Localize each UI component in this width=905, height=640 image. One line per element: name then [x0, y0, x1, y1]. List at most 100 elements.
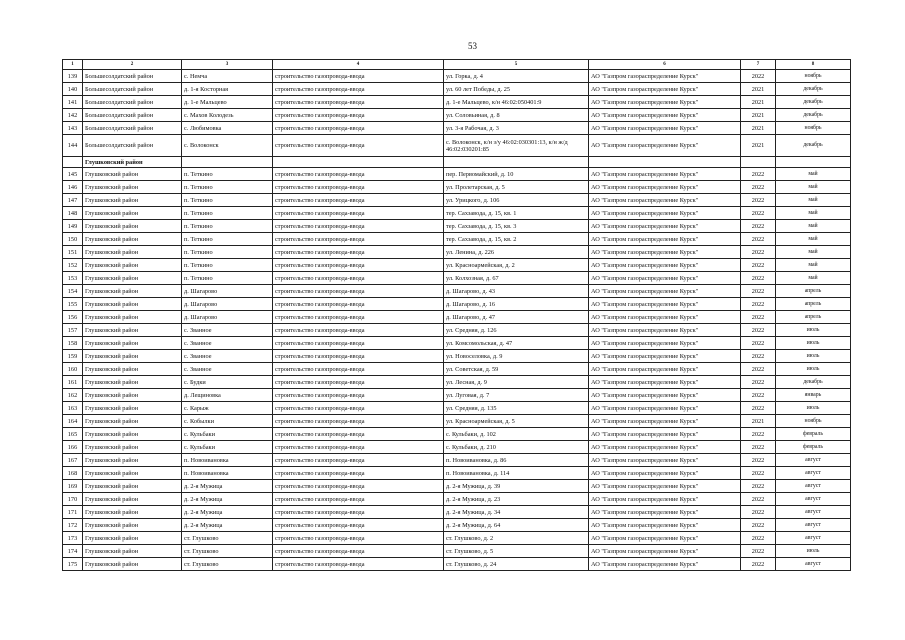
row-number: 170	[62, 492, 83, 506]
row-number: 167	[62, 453, 83, 467]
month-cell: август	[775, 492, 851, 506]
year-cell: 2022	[740, 362, 776, 376]
month-cell: август	[775, 466, 851, 480]
address-cell: тер. Сахзавода, д. 15, кв. 1	[443, 206, 589, 220]
month-cell: август	[775, 557, 851, 571]
address-cell: п. Новоивановка, д. 114	[443, 466, 589, 480]
year-cell: 2022	[740, 453, 776, 467]
year-cell: 2022	[740, 544, 776, 558]
settlement-cell: ст. Глушково	[181, 557, 273, 571]
work-type-cell: строительство газопровода-ввода	[272, 323, 444, 337]
district-cell: Глушковский район	[82, 479, 182, 493]
work-type-cell: строительство газопровода-ввода	[272, 544, 444, 558]
district-cell: Глушковский район	[82, 427, 182, 441]
year-cell: 2021	[740, 82, 776, 96]
address-cell: д. Шагарово, д. 16	[443, 297, 589, 311]
settlement-cell: п. Теткино	[181, 193, 273, 207]
organization-cell: АО "Газпром газораспределение Курск"	[588, 505, 741, 519]
table-row: 139 Большесолдатский район с. Немча строите…	[62, 69, 851, 83]
month-cell: ноябрь	[775, 121, 851, 135]
table-row: 153 Глушковский район п. Теткино строительс…	[62, 271, 851, 285]
row-number: 171	[62, 505, 83, 519]
district-cell: Глушковский район	[82, 505, 182, 519]
organization-cell: АО "Газпром газораспределение Курск"	[588, 310, 741, 324]
district-cell: Глушковский район	[82, 310, 182, 324]
year-cell: 2022	[740, 323, 776, 337]
work-type-cell: строительство газопровода-ввода	[272, 336, 444, 350]
organization-cell: АО "Газпром газораспределение Курск"	[588, 245, 741, 259]
district-cell: Глушковский район	[82, 531, 182, 545]
organization-cell: АО "Газпром газораспределение Курск"	[588, 284, 741, 298]
work-type-cell: строительство газопровода-ввода	[272, 219, 444, 233]
district-cell: Большесолдатский район	[82, 82, 182, 96]
row-number: 151	[62, 245, 83, 259]
year-cell: 2022	[740, 297, 776, 311]
row-number: 172	[62, 518, 83, 532]
work-type-cell: строительство газопровода-ввода	[272, 82, 444, 96]
work-type-cell: строительство газопровода-ввода	[272, 362, 444, 376]
row-number: 156	[62, 310, 83, 324]
address-cell: ул. 3-я Рабочая, д. 3	[443, 121, 589, 135]
table-row: 151 Глушковский район п. Теткино строительс…	[62, 245, 851, 259]
row-number: 162	[62, 388, 83, 402]
month-cell: май	[775, 232, 851, 246]
district-cell: Глушковский район	[82, 206, 182, 220]
address-cell: с. Кульбаки, д. 210	[443, 440, 589, 454]
district-cell: Глушковский район	[82, 167, 182, 181]
district-cell: Глушковский район	[82, 297, 182, 311]
table-row: 166 Глушковский район с. Кульбаки строитель…	[62, 440, 851, 454]
work-type-cell: строительство газопровода-ввода	[272, 245, 444, 259]
table-row: 158 Глушковский район с. Званное строительс…	[62, 336, 851, 350]
table-row: 175 Глушковский район ст. Глушково строител…	[62, 557, 851, 571]
district-cell: Глушковский район	[82, 180, 182, 194]
district-cell: Глушковский район	[82, 349, 182, 363]
row-number: 155	[62, 297, 83, 311]
settlement-cell: п. Теткино	[181, 232, 273, 246]
work-type-cell: строительство газопровода-ввода	[272, 167, 444, 181]
table-row: 155 Глушковский район д. Шагарово строитель…	[62, 297, 851, 311]
organization-cell: АО "Газпром газораспределение Курск"	[588, 362, 741, 376]
row-number: 157	[62, 323, 83, 337]
year-cell: 2022	[740, 206, 776, 220]
table-row: 145 Глушковский район п. Теткино строительс…	[62, 167, 851, 181]
empty-cell	[443, 156, 589, 168]
table-row: 173 Глушковский район ст. Глушково строител…	[62, 531, 851, 545]
empty-cell	[272, 156, 444, 168]
organization-cell: АО "Газпром газораспределение Курск"	[588, 134, 741, 157]
settlement-cell: д. 2-я Мужица	[181, 492, 273, 506]
empty-cell	[588, 156, 741, 168]
organization-cell: АО "Газпром газораспределение Курск"	[588, 375, 741, 389]
table-row: 170 Глушковский район д. 2-я Мужица строите…	[62, 492, 851, 506]
work-type-cell: строительство газопровода-ввода	[272, 121, 444, 135]
settlement-cell: д. 2-я Мужица	[181, 518, 273, 532]
address-cell: тер. Сахзавода, д. 15, кв. 2	[443, 232, 589, 246]
settlement-cell: п. Новоивановка	[181, 453, 273, 467]
work-type-cell: строительство газопровода-ввода	[272, 492, 444, 506]
work-type-cell: строительство газопровода-ввода	[272, 453, 444, 467]
address-cell: с. Волоконск, к/н з/у 46:02:030301:13, к…	[443, 134, 589, 157]
month-cell: декабрь	[775, 95, 851, 109]
address-cell: пер. Первомайский, д. 10	[443, 167, 589, 181]
organization-cell: АО "Газпром газораспределение Курск"	[588, 414, 741, 428]
organization-cell: АО "Газпром газораспределение Курск"	[588, 466, 741, 480]
table-row: 164 Глушковский район с. Кобылки строительс…	[62, 414, 851, 428]
row-number: 158	[62, 336, 83, 350]
district-cell: Глушковский район	[82, 375, 182, 389]
organization-cell: АО "Газпром газораспределение Курск"	[588, 95, 741, 109]
column-header: 1	[62, 59, 83, 70]
row-number: 141	[62, 95, 83, 109]
organization-cell: АО "Газпром газораспределение Курск"	[588, 271, 741, 285]
district-cell: Глушковский район	[82, 401, 182, 415]
row-number: 154	[62, 284, 83, 298]
settlement-cell: д. 1-я Косторная	[181, 82, 273, 96]
month-cell: декабрь	[775, 375, 851, 389]
month-cell: май	[775, 258, 851, 272]
work-type-cell: строительство газопровода-ввода	[272, 557, 444, 571]
settlement-cell: с. Кульбаки	[181, 440, 273, 454]
month-cell: август	[775, 531, 851, 545]
address-cell: ул. Ленина, д. 226	[443, 245, 589, 259]
year-cell: 2022	[740, 219, 776, 233]
settlement-cell: д. Шагарово	[181, 297, 273, 311]
district-cell: Глушковский район	[82, 544, 182, 558]
address-cell: тер. Сахзавода, д. 15, кв. 3	[443, 219, 589, 233]
